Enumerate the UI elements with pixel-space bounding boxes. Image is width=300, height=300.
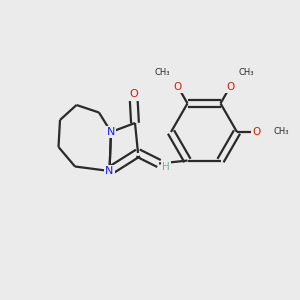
Text: CH₃: CH₃ <box>154 68 170 77</box>
Text: O: O <box>174 82 182 92</box>
Text: CH₃: CH₃ <box>238 68 254 77</box>
Text: H: H <box>162 162 170 172</box>
Text: O: O <box>252 127 261 137</box>
Text: N: N <box>107 127 115 137</box>
Text: O: O <box>226 82 234 92</box>
Text: O: O <box>129 89 138 100</box>
Text: N: N <box>105 166 114 176</box>
Text: CH₃: CH₃ <box>273 128 289 136</box>
